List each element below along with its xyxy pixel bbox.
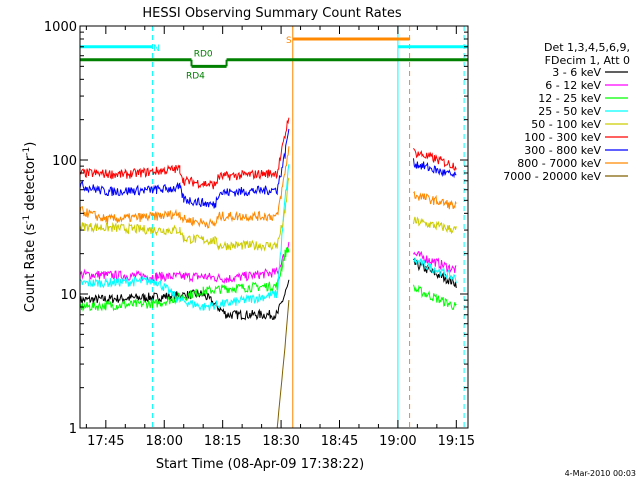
y-axis-label-superscript: -1 [22,147,32,156]
series-line [79,177,457,252]
chart-title: HESSI Observing Summary Count Rates [142,6,401,21]
annotation-label: N [153,44,160,54]
legend-header: FDecim 1, Att 0 [545,54,630,67]
axes-layer: 1 10 100 1000 17:45 18:00 18:15 18:30 18:45 19:00… [22,20,475,449]
series-line [79,128,457,209]
y-axis-label-part: Count Rate (s [23,224,38,313]
series-line [79,247,457,312]
legend-label: 50 - 100 keV [531,118,601,131]
annotation-label: S [286,36,292,46]
x-tick-label: 19:15 [438,434,475,449]
series-line [79,146,457,229]
series-line [79,164,457,312]
series-line [79,117,457,190]
x-tick-label: 18:45 [321,434,358,449]
y-axis-label: Count Rate (s-1 detector-1) [22,142,38,313]
y-tick-label: 10 [60,288,77,303]
x-tick-label: 19:00 [379,434,416,449]
series-line [276,300,290,429]
legend-label: 25 - 50 keV [538,105,601,118]
annotation-label: RD0 [194,50,213,60]
x-axis-label: Start Time (08-Apr-09 17:38:22) [156,457,364,472]
y-axis-label-part: detector [23,155,38,215]
legend-label: 12 - 25 keV [538,92,601,105]
legend-label: 7000 - 20000 keV [503,170,601,183]
plot-layer: N RD0 RD4 S [79,26,468,429]
x-tick-label: 17:45 [87,434,124,449]
y-tick-label: 100 [52,154,77,169]
legend-label: 300 - 800 keV [524,144,601,157]
footer-timestamp: 4-Mar-2010 00:03 [565,469,636,478]
y-tick-label: 1 [69,422,77,437]
legend: Det 1,3,4,5,6,9,FDecim 1, Att 03 - 6 keV… [503,41,630,183]
y-axis-label-superscript: -1 [22,215,32,224]
series-line [79,241,457,284]
x-tick-label: 18:15 [204,434,241,449]
legend-header: Det 1,3,4,5,6,9, [544,41,630,54]
x-tick-label: 18:30 [262,434,299,449]
plot-frame [79,25,469,429]
legend-label: 3 - 6 keV [552,66,601,79]
legend-label: 800 - 7000 keV [517,157,601,170]
legend-label: 6 - 12 keV [545,79,601,92]
y-axis-label-part: ) [23,142,38,147]
y-tick-label: 1000 [44,20,77,35]
legend-label: 100 - 300 keV [524,131,601,144]
annotation-label: RD4 [186,71,205,81]
x-tick-label: 18:00 [146,434,183,449]
